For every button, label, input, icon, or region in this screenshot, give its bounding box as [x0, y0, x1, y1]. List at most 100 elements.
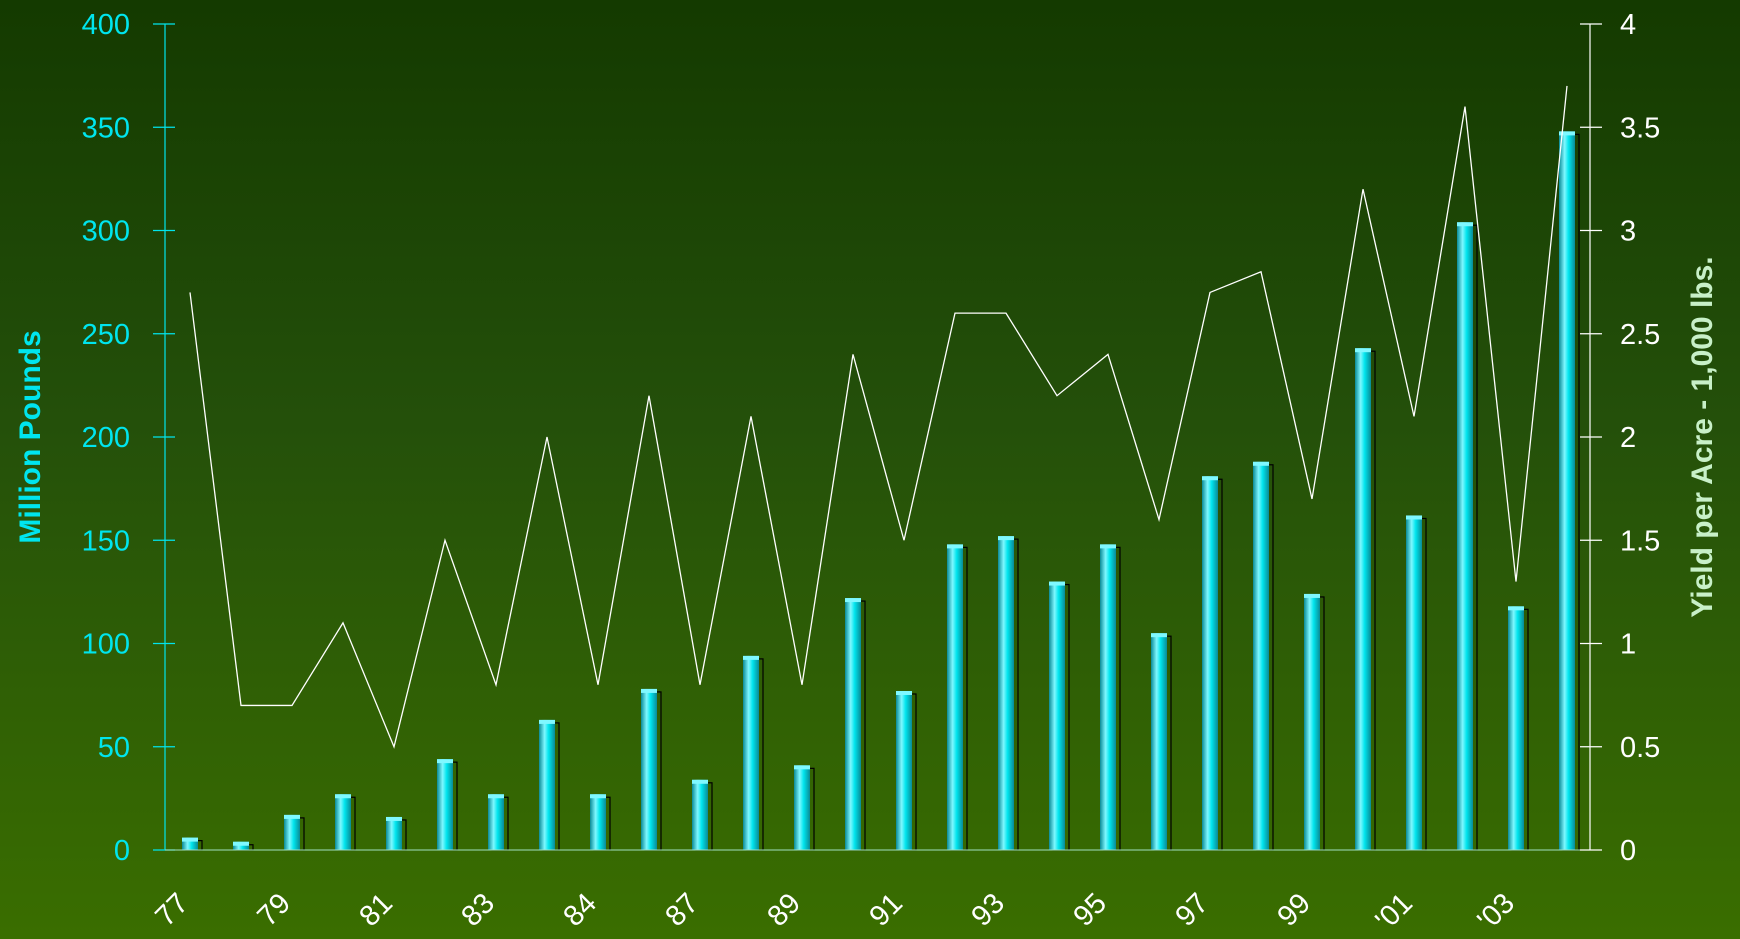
bar-cap — [590, 794, 606, 799]
bar — [590, 794, 611, 851]
bar-body — [1151, 633, 1167, 850]
bar-body — [743, 655, 759, 850]
x-tick-label: 93 — [966, 887, 1011, 932]
bar — [1508, 606, 1529, 851]
bar-body — [998, 536, 1014, 850]
bar-cap — [386, 816, 402, 821]
bar-cap — [845, 598, 861, 603]
bar-cap — [1508, 606, 1524, 611]
right-tick-label: 2.5 — [1620, 319, 1660, 351]
bar-body — [284, 814, 300, 850]
bar-body — [1508, 606, 1524, 850]
bar — [794, 765, 815, 851]
bar-cap — [794, 765, 810, 770]
right-tick-label: 1 — [1620, 629, 1636, 661]
x-tick-label: '03 — [1472, 887, 1521, 936]
right-y-axis: 0 0.5 1 1.5 2 2.5 3 3.5 4 — [1580, 9, 1660, 867]
bar — [1406, 515, 1427, 851]
bar — [1049, 581, 1070, 851]
bar-body — [1253, 461, 1269, 850]
x-tick-label: '01 — [1370, 887, 1419, 936]
bar — [1151, 633, 1172, 851]
bar-cap — [335, 794, 351, 799]
bar — [896, 690, 917, 851]
x-tick-label: 99 — [1272, 887, 1317, 932]
right-tick-label: 1.5 — [1620, 525, 1660, 557]
bar-body — [692, 779, 708, 850]
bar-body — [1304, 593, 1320, 850]
right-tick-label: 4 — [1620, 9, 1636, 41]
bar — [1202, 476, 1223, 851]
left-tick-label: 0 — [114, 835, 130, 867]
bar-cap — [1355, 348, 1371, 353]
bar — [845, 598, 866, 851]
bar-body — [386, 816, 402, 850]
bar — [1355, 348, 1376, 851]
bar — [233, 841, 254, 851]
right-tick-label: 0.5 — [1620, 732, 1660, 764]
bar-body — [335, 794, 351, 850]
bar — [743, 655, 764, 851]
bar-cap — [743, 655, 759, 660]
left-tick-label: 400 — [82, 9, 130, 41]
bar — [947, 544, 968, 851]
bar-cap — [437, 759, 453, 764]
bar-cap — [896, 690, 912, 695]
bar-body — [1100, 544, 1116, 850]
bar-cap — [284, 814, 300, 819]
bar — [998, 536, 1019, 851]
left-tick-label: 350 — [82, 112, 130, 144]
bar — [641, 688, 662, 851]
bar-cap — [1559, 131, 1575, 136]
bar-body — [590, 794, 606, 850]
bar-body — [437, 759, 453, 850]
bar — [1559, 131, 1580, 851]
left-tick-label: 150 — [82, 525, 130, 557]
bar — [692, 779, 713, 851]
bar-body — [488, 794, 504, 850]
bar-cap — [1100, 544, 1116, 549]
bar — [488, 794, 509, 851]
left-tick-label: 250 — [82, 319, 130, 351]
x-tick-label: 95 — [1068, 887, 1113, 932]
right-axis-title: Yield per Acre - 1,000 lbs. — [1686, 256, 1719, 617]
right-tick-label: 2 — [1620, 422, 1636, 454]
bar — [437, 759, 458, 851]
bar-cap — [488, 794, 504, 799]
bar-cap — [233, 841, 249, 846]
bar-cap — [1304, 593, 1320, 598]
bar-cap — [641, 688, 657, 693]
bar-body — [539, 719, 555, 850]
bar-cap — [692, 779, 708, 784]
x-axis: 77 79 81 83 84 87 89 91 93 95 97 99 '01 '03 — [150, 887, 1521, 936]
left-tick-label: 100 — [82, 629, 130, 661]
right-tick-label: 0 — [1620, 835, 1636, 867]
bar — [284, 814, 305, 851]
bar-body — [896, 690, 912, 850]
yield-line-series — [189, 85, 1568, 749]
bar-cap — [1151, 633, 1167, 638]
left-tick-label: 50 — [98, 732, 130, 764]
bar-body — [233, 841, 249, 850]
x-tick-label: 87 — [660, 887, 705, 932]
bar — [182, 837, 203, 851]
left-axis-title: Million Pounds — [14, 330, 47, 543]
right-tick-label: 3 — [1620, 216, 1636, 248]
x-tick-label: 91 — [864, 887, 909, 932]
bar-cap — [182, 837, 198, 842]
x-tick-label: 77 — [150, 887, 195, 932]
x-tick-label: 97 — [1170, 887, 1215, 932]
bar-body — [1559, 131, 1575, 850]
x-tick-label: 89 — [762, 887, 807, 932]
bar-cap — [1457, 222, 1473, 227]
bar — [539, 719, 560, 851]
right-tick-label: 3.5 — [1620, 112, 1660, 144]
bar-body — [845, 598, 861, 850]
bar-body — [1355, 348, 1371, 850]
bar-cap — [539, 719, 555, 724]
bar-body — [1406, 515, 1422, 850]
bar-body — [1049, 581, 1065, 850]
bar-cap — [998, 536, 1014, 541]
bar-body — [947, 544, 963, 850]
